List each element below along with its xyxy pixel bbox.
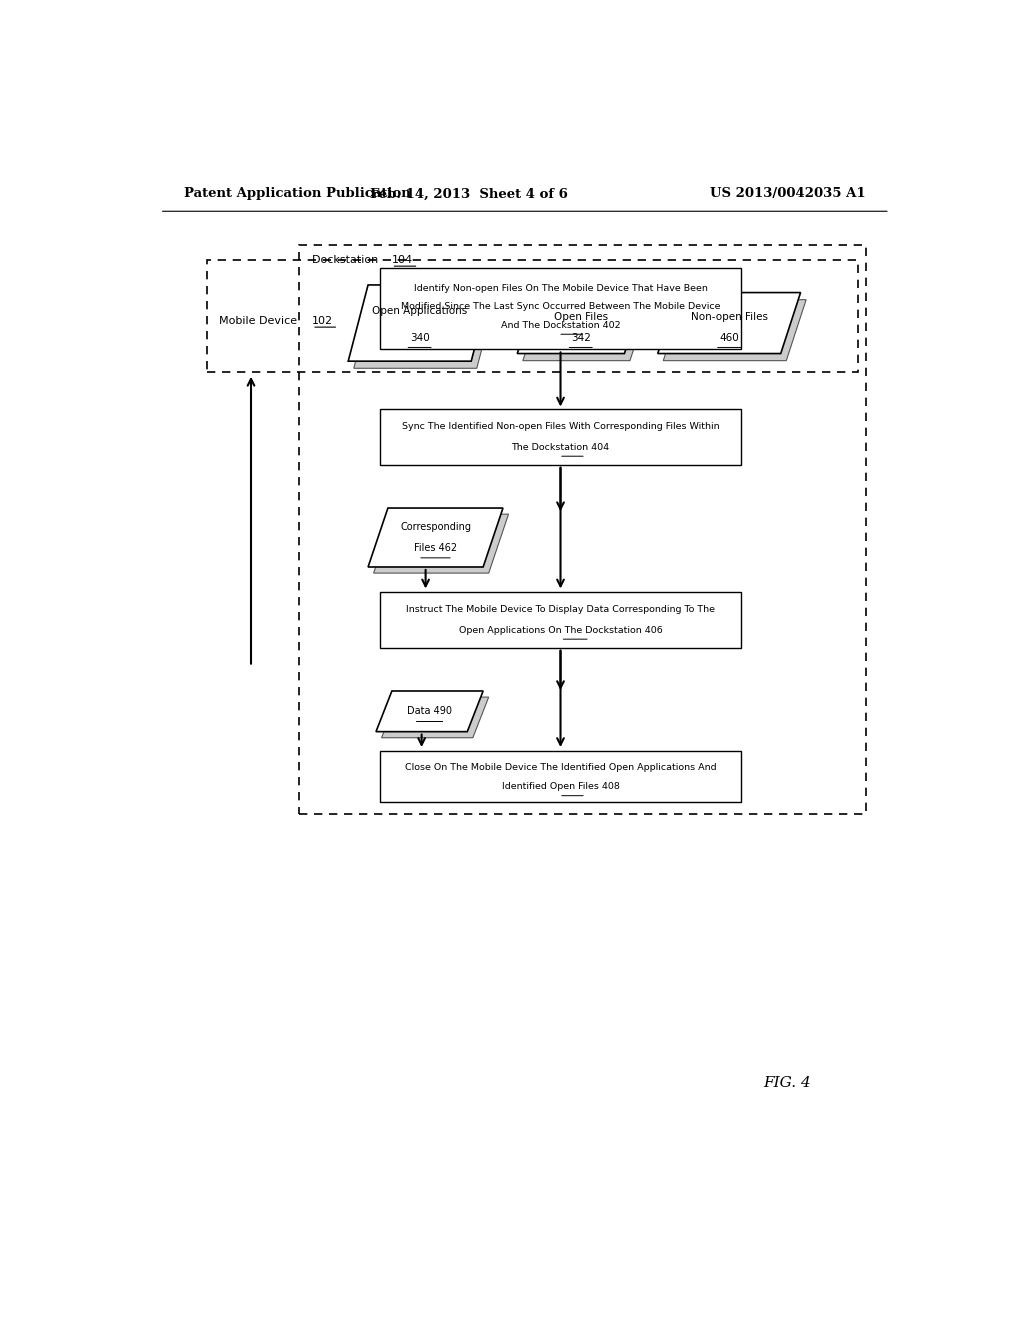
Text: Open Files: Open Files [554,312,608,322]
Text: 340: 340 [410,334,429,343]
Bar [207,260,858,372]
Polygon shape [353,292,497,368]
Text: FIG. 4: FIG. 4 [763,1076,811,1090]
Text: US 2013/0042035 A1: US 2013/0042035 A1 [711,187,866,201]
Polygon shape [382,697,488,738]
Text: Patent Application Publication: Patent Application Publication [183,187,411,201]
Text: Close On The Mobile Device The Identified Open Applications And: Close On The Mobile Device The Identifie… [404,763,717,772]
Text: Sync The Identified Non-open Files With Corresponding Files Within: Sync The Identified Non-open Files With … [401,422,719,432]
Bar [380,409,741,465]
Polygon shape [348,285,492,362]
Text: Feb. 14, 2013  Sheet 4 of 6: Feb. 14, 2013 Sheet 4 of 6 [371,187,568,201]
Bar [299,244,866,814]
Text: Open Applications On The Dockstation 406: Open Applications On The Dockstation 406 [459,626,663,635]
Text: Open Applications: Open Applications [372,306,467,315]
Bar [380,591,741,648]
Text: Identify Non-open Files On The Mobile Device That Have Been: Identify Non-open Files On The Mobile De… [414,284,708,293]
Polygon shape [517,293,644,354]
Text: Modified Since The Last Sync Occurred Between The Mobile Device: Modified Since The Last Sync Occurred Be… [400,302,720,312]
Text: Files 462: Files 462 [414,543,457,553]
Bar [380,268,741,350]
Text: The Dockstation 404: The Dockstation 404 [511,442,609,451]
Text: Non-open Files: Non-open Files [690,312,768,322]
Text: Corresponding: Corresponding [400,523,471,532]
Polygon shape [376,690,483,731]
Bar [380,751,741,801]
Text: 102: 102 [312,315,333,326]
Text: 460: 460 [719,334,739,343]
Polygon shape [657,293,801,354]
Text: And The Dockstation 402: And The Dockstation 402 [501,321,621,330]
Text: Data 490: Data 490 [408,706,452,717]
Polygon shape [664,300,806,360]
Polygon shape [368,508,503,568]
Text: Mobile Device: Mobile Device [219,315,301,326]
Text: 342: 342 [570,334,591,343]
Text: 104: 104 [391,255,413,265]
Text: Instruct The Mobile Device To Display Data Corresponding To The: Instruct The Mobile Device To Display Da… [406,605,715,614]
Text: Dockstation: Dockstation [312,255,382,265]
Polygon shape [523,300,650,360]
Text: Identified Open Files 408: Identified Open Files 408 [502,781,620,791]
Polygon shape [374,515,509,573]
